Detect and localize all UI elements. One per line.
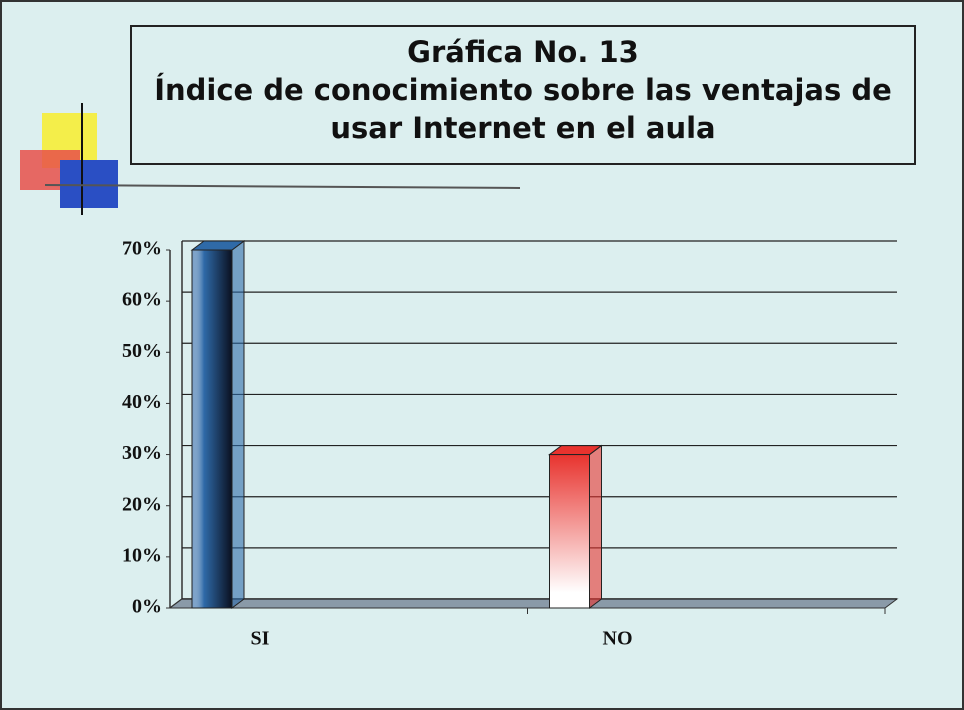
- x-tick-label: NO: [603, 628, 633, 650]
- deco-line: [44, 184, 521, 189]
- chart-subtitle: Índice de conocimiento sobre las ventaja…: [154, 73, 892, 145]
- y-tick-label: 70%: [122, 238, 162, 260]
- bar-side: [589, 444, 602, 609]
- y-tick-label: 40%: [122, 391, 162, 413]
- y-tick-label: 10%: [122, 544, 162, 566]
- bar: [191, 249, 233, 609]
- y-tick-label: 50%: [122, 340, 162, 362]
- y-tick-label: 0%: [132, 596, 162, 618]
- floor: [168, 598, 899, 609]
- bar: [549, 454, 590, 609]
- deco-blue: [60, 160, 118, 208]
- bar-side: [231, 240, 245, 609]
- title-box: Gráfica No. 13 Índice de conocimiento so…: [130, 25, 916, 165]
- y-tick-label: 30%: [122, 442, 162, 464]
- back-wall: [169, 241, 897, 609]
- chart-title: Gráfica No. 13: [407, 35, 639, 69]
- x-tick-label: SI: [251, 628, 270, 650]
- y-tick-label: 60%: [122, 289, 162, 311]
- y-tick-label: 20%: [122, 493, 162, 515]
